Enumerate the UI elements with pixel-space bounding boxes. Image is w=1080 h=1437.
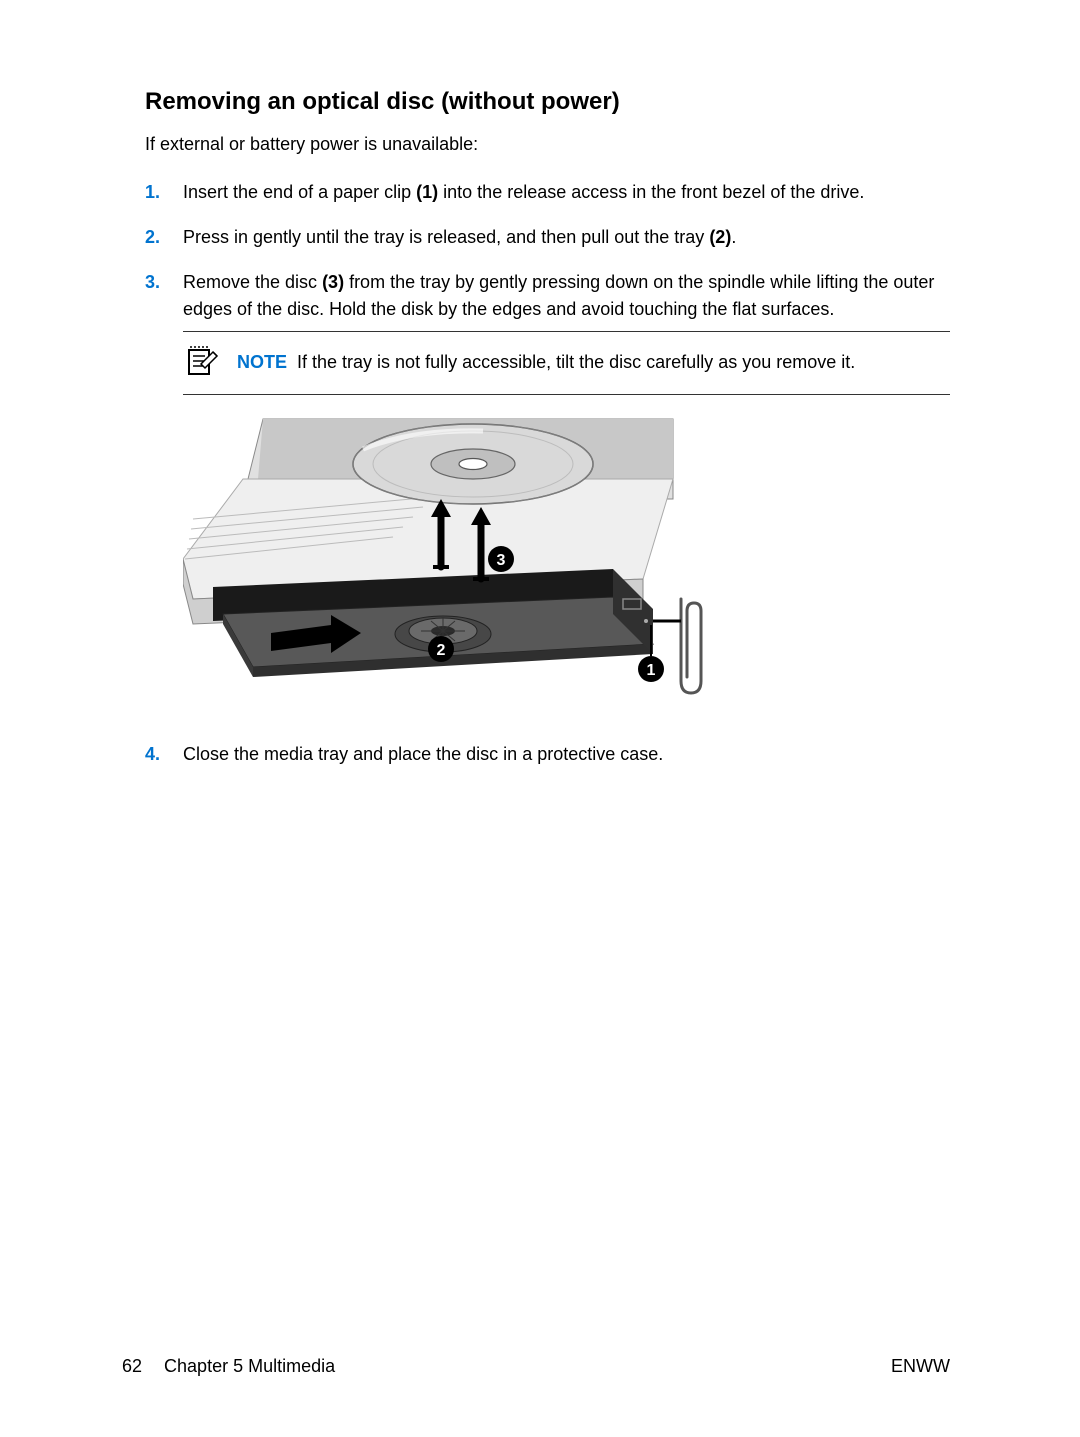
step-text: Press in gently until the tray is releas…: [183, 224, 950, 251]
doc-code: ENWW: [891, 1356, 950, 1377]
step-text: Insert the end of a paper clip (1) into …: [183, 179, 950, 206]
step-number: 1.: [145, 179, 183, 206]
page-number: 62: [122, 1356, 142, 1377]
intro-text: If external or battery power is unavaila…: [145, 134, 950, 155]
step-2: 2. Press in gently until the tray is rel…: [145, 224, 950, 251]
step-text: Remove the disc (3) from the tray by gen…: [183, 269, 950, 723]
step-number: 3.: [145, 269, 183, 723]
page-title: Removing an optical disc (without power): [145, 88, 950, 116]
step-1: 1. Insert the end of a paper clip (1) in…: [145, 179, 950, 206]
step-text: Close the media tray and place the disc …: [183, 741, 950, 768]
steps-list: 1. Insert the end of a paper clip (1) in…: [145, 179, 950, 768]
step-3: 3. Remove the disc (3) from the tray by …: [145, 269, 950, 723]
page-footer: 62 Chapter 5 Multimedia ENWW: [0, 1356, 1080, 1377]
callout-3: 3: [488, 546, 514, 572]
disc-removal-illustration: 1 2 3: [183, 409, 703, 705]
chapter-label: Chapter 5 Multimedia: [164, 1356, 335, 1377]
callout-2: 2: [428, 636, 454, 662]
note-text: NOTEIf the tray is not fully accessible,…: [237, 349, 855, 376]
svg-text:3: 3: [497, 552, 506, 569]
step-number: 4.: [145, 741, 183, 768]
note-icon: [183, 344, 219, 380]
step-number: 2.: [145, 224, 183, 251]
step-4: 4. Close the media tray and place the di…: [145, 741, 950, 768]
note-label: NOTE: [237, 352, 287, 372]
svg-text:1: 1: [647, 662, 656, 679]
note-block: NOTEIf the tray is not fully accessible,…: [183, 331, 950, 395]
svg-text:2: 2: [437, 642, 446, 659]
